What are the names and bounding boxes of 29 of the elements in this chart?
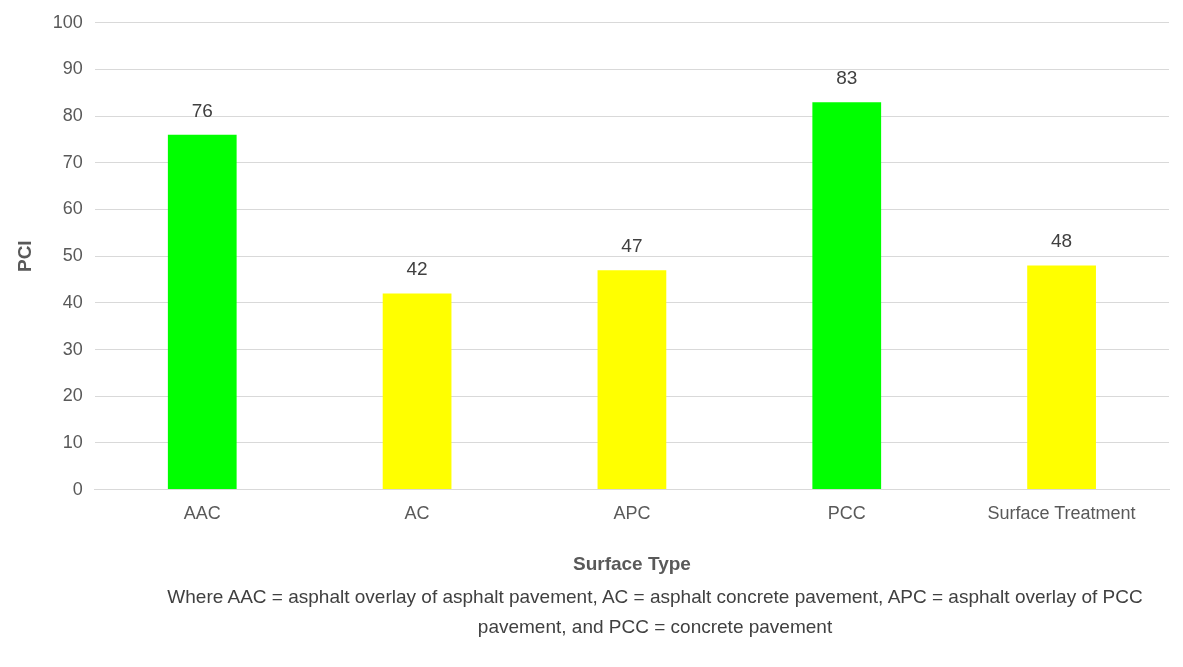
y-tick-label: 40: [62, 291, 83, 312]
y-tick-label: 90: [62, 58, 83, 79]
data-label: 76: [191, 99, 213, 121]
text: Where AAC = asphalt overlay of asphalt pavement, AC = asphalt concrete pavement, APC = asphalt overlay of PCC pavement, and PCC = concrete pavement: [166, 585, 1144, 639]
x-tick-label: AAC: [183, 503, 221, 524]
y-tick-label: 10: [62, 431, 83, 452]
bar: [1027, 265, 1096, 490]
y-tick-label: 80: [62, 105, 83, 126]
x-tick-label: Surface Treatment: [987, 503, 1136, 524]
data-label: 48: [1051, 230, 1073, 252]
bar: [812, 102, 882, 490]
x-tick-label: AC: [404, 503, 430, 524]
y-tick-label: 60: [62, 198, 83, 219]
y-tick-label: 50: [62, 245, 83, 266]
bar: [597, 270, 667, 490]
x-axis-title: Surface Type: [572, 552, 691, 574]
data-label: 42: [406, 258, 428, 280]
y-tick-label: 20: [62, 385, 83, 406]
data-label: 83: [836, 66, 858, 88]
x-tick-label: APC: [613, 503, 651, 524]
y-tick-label: 100: [52, 11, 83, 32]
data-label: 47: [621, 234, 643, 256]
bar: [167, 134, 237, 490]
y-tick-label: 70: [62, 151, 83, 172]
x-tick-label: PCC: [827, 503, 866, 524]
bar: [382, 293, 452, 490]
y-tick-label: 30: [62, 338, 83, 359]
y-axis-title: PCI: [13, 240, 35, 273]
y-tick-label: 0: [72, 478, 83, 499]
